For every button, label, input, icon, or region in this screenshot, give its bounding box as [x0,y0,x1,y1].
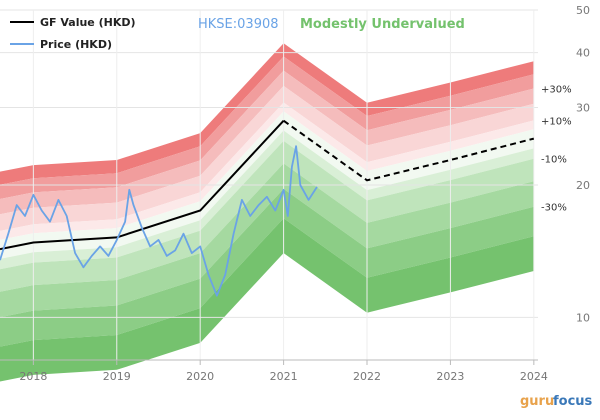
legend: GF Value (HKD) Price (HKD) [10,16,136,51]
x-axis: 2018 2019 2020 2021 2022 2023 2024 [0,359,548,383]
valuation-band [0,43,534,185]
y-tick-label: 50 [576,4,590,17]
x-tick-label: 2020 [186,370,214,383]
valuation-band [0,130,534,270]
valuation-band [0,111,534,259]
gf-value-line [0,120,285,251]
valuation-band [0,218,534,382]
legend-gf-value-label: GF Value (HKD) [40,16,136,29]
x-tick-label: 2018 [19,370,47,383]
valuation-status: Modestly Undervalued [300,17,465,32]
band-label: +10% [541,116,572,127]
x-tick-label: 2023 [436,370,464,383]
x-tick-label: 2022 [353,370,381,383]
ticker-symbol: HKSE:03908 [198,17,279,32]
logo-guru-part: guru [520,394,554,409]
y-tick-label: 10 [576,311,590,324]
x-tick-label: 2021 [270,370,298,383]
valuation-band [0,140,534,292]
legend-price-label: Price (HKD) [40,38,112,51]
x-tick-label: 2024 [520,370,548,383]
band-labels: +30% +10% -10% -30% [541,84,572,213]
logo-focus-part: focus [553,394,593,409]
y-tick-label: 40 [576,47,590,60]
gf-value-projection-line [283,119,535,182]
y-tick-label: 20 [576,179,590,192]
y-tick-label: 30 [576,102,590,115]
band-label: -10% [541,155,567,166]
valuation-band [0,102,534,240]
y-axis: 10 20 30 40 50 [576,4,590,324]
valuation-band [0,70,534,215]
gurufocus-logo: guru focus [520,394,593,409]
x-tick-label: 2019 [103,370,131,383]
price-line [0,145,318,297]
band-label: +30% [541,84,572,95]
series-lines [0,119,535,297]
valuation-band [0,85,534,231]
valuation-band [0,188,534,347]
valuation-band [0,163,534,318]
band-label: -30% [541,203,567,214]
grid-lines [0,9,538,360]
